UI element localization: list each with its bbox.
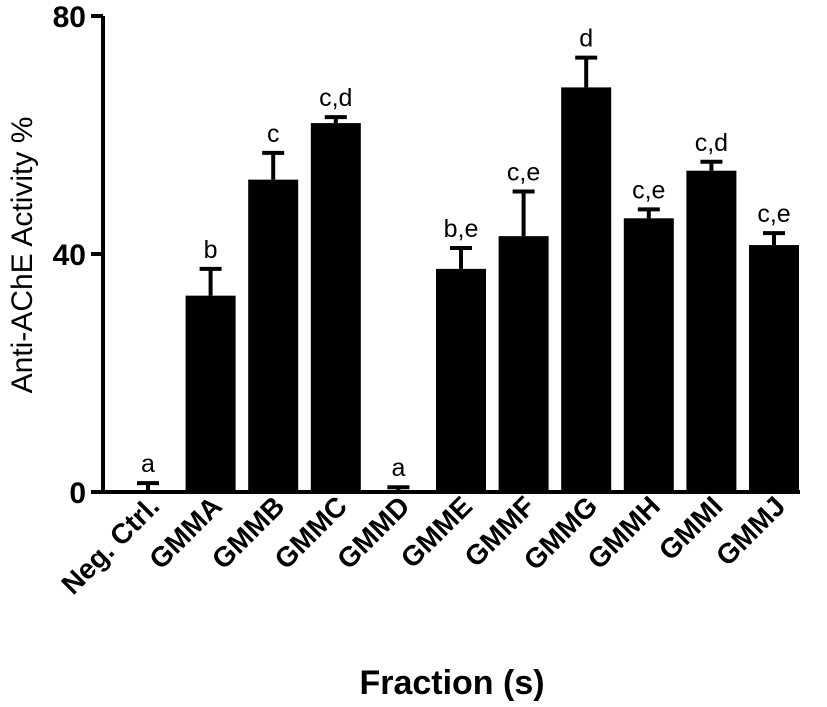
significance-label: c,e xyxy=(507,159,540,187)
bar xyxy=(749,245,799,492)
significance-label: a xyxy=(391,454,405,482)
bar xyxy=(623,218,674,493)
significance-label: c,d xyxy=(319,84,352,112)
category-label: GMMJ xyxy=(710,490,791,571)
significance-label: c,d xyxy=(695,129,728,157)
y-tick-label: 80 xyxy=(53,1,86,34)
significance-label: b,e xyxy=(444,215,479,243)
x-axis-title: Fraction (s) xyxy=(359,664,544,702)
error-bars xyxy=(137,55,785,492)
y-ticks: 0 40 80 xyxy=(53,1,103,510)
significance-labels: a b c c,d a b,e c,e d c,e c,d c,e xyxy=(141,25,791,483)
category-labels: Neg. Ctrl.GMMAGMMBGMMCGMMDGMMEGMMFGMMGGM… xyxy=(55,490,791,600)
significance-label: c xyxy=(267,120,280,148)
bar xyxy=(185,295,236,492)
bar xyxy=(310,123,361,492)
category-label: GMME xyxy=(395,490,479,574)
significance-label: c,e xyxy=(632,176,665,204)
y-axis-title: Anti-AChE Activity % xyxy=(6,117,39,394)
y-tick-label: 0 xyxy=(69,477,86,510)
bar xyxy=(436,268,486,492)
bar xyxy=(561,87,612,493)
bar xyxy=(248,179,299,492)
bars xyxy=(185,87,799,493)
bar xyxy=(686,170,737,492)
significance-label: a xyxy=(141,450,155,478)
y-tick-label: 40 xyxy=(53,239,86,272)
significance-label: b xyxy=(204,236,218,264)
significance-label: d xyxy=(579,25,593,53)
bar xyxy=(498,236,549,492)
significance-label: c,e xyxy=(757,200,790,228)
